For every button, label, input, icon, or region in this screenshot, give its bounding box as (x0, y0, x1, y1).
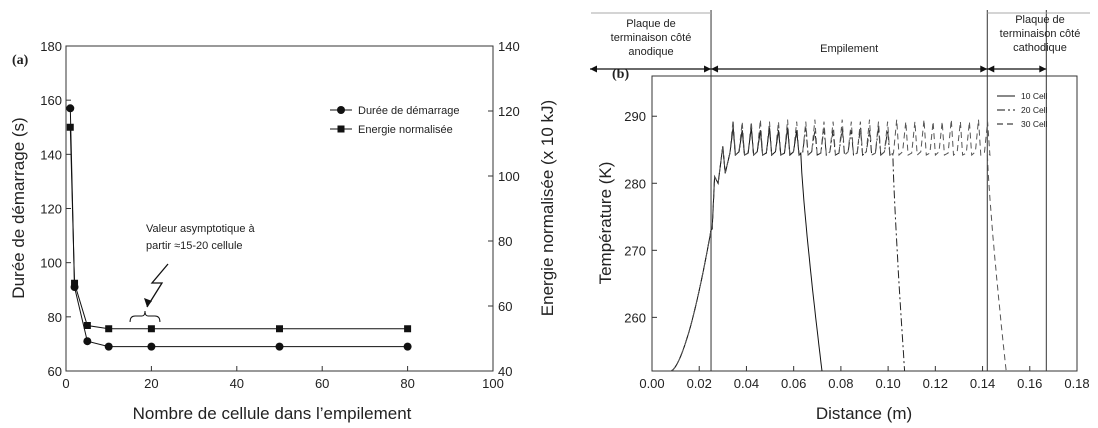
b-x-tick-label: 0.16 (1017, 376, 1042, 391)
a-x-tick-label: 0 (62, 376, 69, 391)
b-x-tick-label: 0.06 (781, 376, 806, 391)
arrow-head-icon (590, 65, 597, 73)
b-x-axis-label: Distance (m) (816, 404, 912, 423)
a-y2-tick-label: 100 (498, 169, 520, 184)
a-brace (129, 310, 161, 323)
b-y-tick-label: 280 (624, 176, 646, 191)
b-x-tick-label: 0.08 (828, 376, 853, 391)
a-x-tick-label: 60 (315, 376, 329, 391)
panel-b-label: (b) (612, 67, 629, 82)
panel-b: (b) 0.00 0.02 0.04 0.06 0.08 0.10 0.12 0.14 0.16 0… (590, 10, 1090, 423)
a-y-axis-label: Durée de démarrage (s) (9, 117, 28, 298)
b-y-axis-label: Température (K) (596, 162, 615, 285)
a-point-circle (403, 342, 412, 351)
a-y2-tick-label: 140 (498, 39, 520, 54)
a-point-square (105, 325, 113, 333)
a-legend-label: Energie normalisée (358, 124, 453, 136)
a-y2-tick-label: 60 (498, 299, 512, 314)
b-y-tick-label: 260 (624, 310, 646, 325)
a-y-tick-label: 140 (40, 147, 62, 162)
a-legend-marker (337, 125, 345, 133)
a-y2-axis-label: Energie normalisée (x 10 kJ) (538, 100, 557, 316)
b-x-tick-label: 0.18 (1064, 376, 1089, 391)
a-annotation-text: partir ≈15-20 cellule (146, 240, 243, 252)
panel-a-frame (65, 45, 494, 372)
a-y2-tick-label: 80 (498, 234, 512, 249)
a-y-tick-label: 160 (40, 93, 62, 108)
a-x-tick-label: 100 (482, 376, 504, 391)
b-series-line (670, 127, 823, 372)
a-y-tick-label: 80 (48, 310, 62, 325)
b-region-label: Empilement (820, 43, 878, 55)
panel-a-label: (a) (12, 53, 29, 68)
a-x-tick-label: 20 (144, 376, 158, 391)
a-y2-tick-label: 120 (498, 104, 520, 119)
a-point-square (66, 123, 74, 131)
b-x-tick-label: 0.12 (923, 376, 948, 391)
b-region-label: anodique (628, 46, 673, 58)
panel-b-frame (651, 75, 1078, 372)
b-y-tick-label: 290 (624, 109, 646, 124)
b-x-tick-label: 0.00 (639, 376, 664, 391)
a-y-tick-label: 100 (40, 256, 62, 271)
arrow-head-icon (1039, 65, 1047, 73)
b-region-label: cathodique (1013, 42, 1067, 54)
arrow-head-icon (144, 298, 152, 307)
a-point-circle (104, 342, 113, 351)
a-x-axis-label: Nombre de cellule dans l’empilement (133, 404, 412, 423)
a-legend-marker (337, 106, 345, 114)
b-region-label: Plaque de (626, 18, 676, 30)
a-y-tick-label: 60 (48, 364, 62, 379)
b-x-tick-label: 0.10 (875, 376, 900, 391)
b-legend-label: 20 Cell (1021, 105, 1048, 115)
a-point-circle (66, 104, 75, 113)
lightning-arrow-icon (146, 263, 169, 308)
arrow-head-icon (711, 65, 719, 73)
a-legend-label: Durée de démarrage (358, 105, 460, 117)
panel-a: (a) 0 20 40 60 80 100 60 80 100 120 140 160 180 40 60 80… (9, 39, 557, 423)
a-x-tick-label: 80 (400, 376, 414, 391)
a-annotation-text: Valeur asymptotique à (146, 223, 256, 235)
b-region-label: Plaque de (1015, 14, 1065, 26)
a-y-tick-label: 120 (40, 202, 62, 217)
b-series-line (670, 119, 1007, 372)
b-x-tick-label: 0.04 (734, 376, 759, 391)
arrow-head-icon (987, 65, 995, 73)
b-series-line (670, 127, 906, 372)
a-point-circle (275, 342, 284, 351)
a-point-square (147, 325, 155, 333)
arrow-head-icon (980, 65, 988, 73)
a-y2-tick-label: 40 (498, 364, 512, 379)
b-legend-label: 30 Cell (1021, 119, 1048, 129)
b-region-label: terminaison côté (611, 32, 692, 44)
a-point-square (83, 322, 91, 329)
b-x-tick-label: 0.14 (970, 376, 995, 391)
b-x-tick-label: 0.02 (687, 376, 712, 391)
b-y-tick-label: 270 (624, 243, 646, 258)
a-point-circle (83, 337, 92, 346)
a-point-square (404, 325, 412, 333)
a-y-tick-label: 180 (40, 39, 62, 54)
arrow-head-icon (704, 65, 712, 73)
b-region-label: terminaison côté (1000, 28, 1081, 40)
a-x-tick-label: 40 (230, 376, 244, 391)
b-legend-label: 10 Cell (1021, 91, 1048, 101)
a-point-square (276, 325, 283, 333)
a-point-circle (147, 342, 156, 351)
a-point-square (71, 279, 79, 287)
